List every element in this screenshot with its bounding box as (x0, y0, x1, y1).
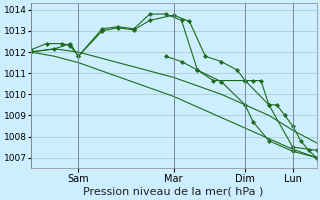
X-axis label: Pression niveau de la mer( hPa ): Pression niveau de la mer( hPa ) (84, 187, 264, 197)
